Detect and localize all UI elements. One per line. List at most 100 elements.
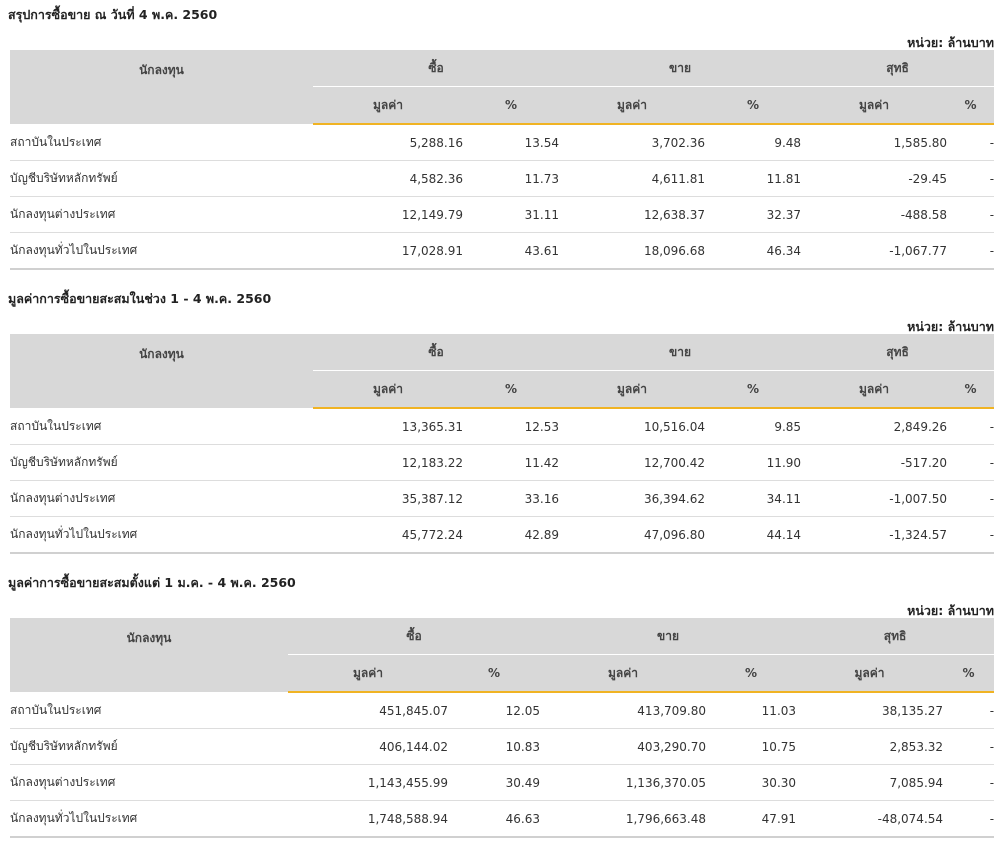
- investor-name: นักลงทุนต่างประเทศ: [10, 196, 313, 233]
- header-net-percent: %: [943, 654, 995, 693]
- buy-value: 1,748,588.94: [288, 800, 448, 838]
- header-net-value: มูลค่า: [796, 654, 944, 693]
- net-percent: -: [943, 728, 995, 765]
- sell-value: 1,796,663.48: [540, 800, 707, 838]
- net-value: -1,007.50: [801, 480, 948, 517]
- buy-value: 35,387.12: [313, 480, 463, 517]
- net-value: -1,324.57: [801, 516, 948, 554]
- net-value: -48,074.54: [796, 800, 944, 838]
- sell-percent: 11.03: [706, 692, 797, 729]
- investor-name: นักลงทุนทั่วไปในประเทศ: [10, 800, 288, 838]
- section-daily: สรุปการซื้อขาย ณ วันที่ 4 พ.ค. 2560 หน่ว…: [0, 0, 1000, 284]
- header-sell: ขาย: [540, 618, 797, 655]
- buy-value: 17,028.91: [313, 232, 463, 270]
- buy-value: 406,144.02: [288, 728, 448, 765]
- buy-percent: 13.54: [463, 124, 560, 161]
- buy-percent: 46.63: [448, 800, 541, 838]
- buy-percent: 31.11: [463, 196, 560, 233]
- header-net: สุทธิ: [801, 334, 995, 371]
- sell-percent: 44.14: [705, 516, 802, 554]
- table-body: สถาบันในประเทศ 451,845.07 12.05 413,709.80 1…: [10, 692, 995, 838]
- header-sell-value: มูลค่า: [559, 370, 706, 409]
- table-row: นักลงทุนทั่วไปในประเทศ 17,028.91 43.61 18,0…: [10, 232, 995, 270]
- buy-percent: 43.61: [463, 232, 560, 270]
- sell-value: 403,290.70: [540, 728, 707, 765]
- unit-label: หน่วย: ล้านบาท: [907, 35, 994, 50]
- trade-table: นักลงทุน ซื้อ ขาย สุทธิ มูลค่า % มูลค่า …: [10, 618, 995, 838]
- table-row: บัญชีบริษัทหลักทรัพย์ 4,582.36 11.73 4,611.…: [10, 160, 995, 197]
- table-body: สถาบันในประเทศ 5,288.16 13.54 3,702.36 9.48 1…: [10, 124, 995, 270]
- buy-percent: 11.73: [463, 160, 560, 197]
- header-buy-percent: %: [463, 370, 560, 409]
- section-title: สรุปการซื้อขาย ณ วันที่ 4 พ.ค. 2560: [8, 7, 218, 22]
- net-value: -517.20: [801, 444, 948, 481]
- investor-name: สถาบันในประเทศ: [10, 692, 288, 729]
- sell-value: 413,709.80: [540, 692, 707, 729]
- buy-percent: 11.42: [463, 444, 560, 481]
- header-net-value: มูลค่า: [801, 86, 948, 125]
- table-row: สถาบันในประเทศ 5,288.16 13.54 3,702.36 9.48 1…: [10, 124, 995, 161]
- net-percent: -: [947, 408, 995, 445]
- header-investor: นักลงทุน: [10, 50, 313, 124]
- table-row: นักลงทุนทั่วไปในประเทศ 1,748,588.94 46.63 1…: [10, 800, 995, 838]
- header-sell-value: มูลค่า: [540, 654, 707, 693]
- sell-value: 18,096.68: [559, 232, 706, 270]
- sell-percent: 47.91: [706, 800, 797, 838]
- table-row: บัญชีบริษัทหลักทรัพย์ 406,144.02 10.83 403,…: [10, 728, 995, 765]
- sell-percent: 10.75: [706, 728, 797, 765]
- sell-percent: 46.34: [705, 232, 802, 270]
- net-percent: -: [947, 196, 995, 233]
- buy-percent: 12.05: [448, 692, 541, 729]
- investor-name: บัญชีบริษัทหลักทรัพย์: [10, 160, 313, 197]
- table-row: นักลงทุนต่างประเทศ 35,387.12 33.16 36,394.6…: [10, 480, 995, 517]
- net-percent: -: [943, 800, 995, 838]
- net-percent: -: [943, 764, 995, 801]
- buy-value: 4,582.36: [313, 160, 463, 197]
- buy-percent: 12.53: [463, 408, 560, 445]
- header-buy: ซื้อ: [288, 618, 541, 655]
- investor-name: บัญชีบริษัทหลักทรัพย์: [10, 728, 288, 765]
- net-value: 2,849.26: [801, 408, 948, 445]
- header-buy-percent: %: [463, 86, 560, 125]
- header-sell-percent: %: [705, 370, 802, 409]
- header-buy: ซื้อ: [313, 334, 560, 371]
- sell-percent: 30.30: [706, 764, 797, 801]
- header-sell-value: มูลค่า: [559, 86, 706, 125]
- buy-percent: 30.49: [448, 764, 541, 801]
- buy-value: 12,149.79: [313, 196, 463, 233]
- header-investor: นักลงทุน: [10, 334, 313, 408]
- buy-value: 12,183.22: [313, 444, 463, 481]
- sell-percent: 9.85: [705, 408, 802, 445]
- net-percent: -: [947, 160, 995, 197]
- sell-value: 1,136,370.05: [540, 764, 707, 801]
- buy-value: 451,845.07: [288, 692, 448, 729]
- buy-value: 13,365.31: [313, 408, 463, 445]
- investor-name: นักลงทุนต่างประเทศ: [10, 480, 313, 517]
- net-value: -1,067.77: [801, 232, 948, 270]
- sell-value: 12,638.37: [559, 196, 706, 233]
- sell-value: 36,394.62: [559, 480, 706, 517]
- sell-percent: 11.81: [705, 160, 802, 197]
- sell-value: 10,516.04: [559, 408, 706, 445]
- table-row: สถาบันในประเทศ 451,845.07 12.05 413,709.80 1…: [10, 692, 995, 729]
- investor-name: นักลงทุนทั่วไปในประเทศ: [10, 516, 313, 554]
- net-percent: -: [947, 232, 995, 270]
- table-row: บัญชีบริษัทหลักทรัพย์ 12,183.22 11.42 12,70…: [10, 444, 995, 481]
- investor-name: บัญชีบริษัทหลักทรัพย์: [10, 444, 313, 481]
- sell-value: 3,702.36: [559, 124, 706, 161]
- header-buy-value: มูลค่า: [313, 86, 463, 125]
- sell-value: 12,700.42: [559, 444, 706, 481]
- net-value: 38,135.27: [796, 692, 944, 729]
- net-percent: -: [947, 516, 995, 554]
- unit-label: หน่วย: ล้านบาท: [907, 319, 994, 334]
- unit-label: หน่วย: ล้านบาท: [907, 603, 994, 618]
- net-value: -29.45: [801, 160, 948, 197]
- header-net: สุทธิ: [801, 50, 995, 87]
- buy-value: 5,288.16: [313, 124, 463, 161]
- table-row: นักลงทุนต่างประเทศ 1,143,455.99 30.49 1,136…: [10, 764, 995, 801]
- section-period: มูลค่าการซื้อขายสะสมในช่วง 1 - 4 พ.ค. 25…: [0, 284, 1000, 568]
- net-value: -488.58: [801, 196, 948, 233]
- header-net-percent: %: [947, 370, 995, 409]
- buy-percent: 10.83: [448, 728, 541, 765]
